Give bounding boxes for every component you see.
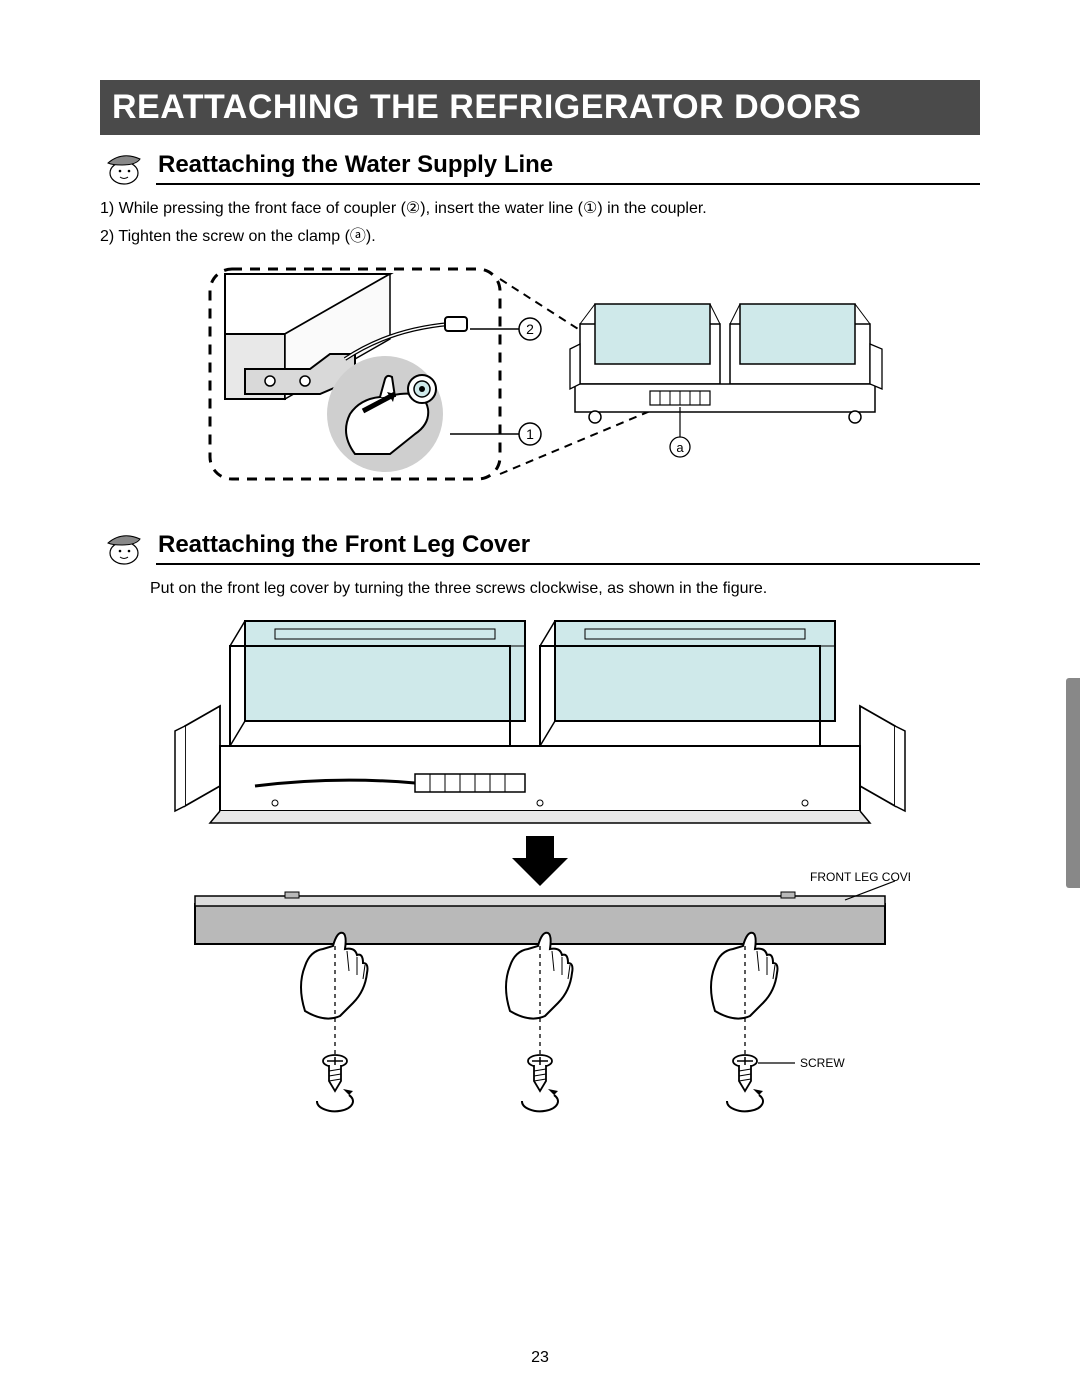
section-1-figure: 2 1 <box>100 259 980 489</box>
section-2-figure: FRONT LEG COVER <box>100 611 980 1131</box>
section-1-step-1: 1) While pressing the front face of coup… <box>100 197 980 221</box>
label-screw: SCREW <box>800 1056 845 1070</box>
step1-leading: 1) While pressing the front face of coup… <box>100 200 406 217</box>
section-2-heading-row: Reattaching the Front Leg Cover <box>100 529 980 565</box>
hands-and-screws: SCREW <box>301 933 845 1112</box>
step2-trail: ). <box>366 228 376 245</box>
circled-2-inline: ② <box>406 200 420 217</box>
screw-icon <box>733 1055 757 1091</box>
callout-1: 1 <box>526 426 534 442</box>
section-1-step-2: 2) Tighten the screw on the clamp (ⓐ). <box>100 225 980 249</box>
mascot-icon-2 <box>100 529 146 565</box>
section-1-heading-row: Reattaching the Water Supply Line <box>100 149 980 185</box>
section-1-diagram: 2 1 <box>190 259 890 489</box>
step2-leading: 2) Tighten the screw on the clamp ( <box>100 228 350 245</box>
callout-2: 2 <box>526 321 534 337</box>
section-2-body: Put on the front leg cover by turning th… <box>150 577 980 601</box>
callout-a: a <box>676 440 684 455</box>
label-front-leg-cover: FRONT LEG COVER <box>810 870 910 884</box>
mascot-icon <box>100 149 146 185</box>
page-title: REATTACHING THE REFRIGERATOR DOORS <box>112 88 861 126</box>
section-1-heading: Reattaching the Water Supply Line <box>156 151 980 185</box>
page-title-bar: REATTACHING THE REFRIGERATOR DOORS <box>100 80 980 135</box>
side-tab <box>1066 678 1080 888</box>
step1-trail: ) in the coupler. <box>597 200 706 217</box>
section-2-diagram: FRONT LEG COVER <box>170 611 910 1131</box>
step1-mid: ), insert the water line ( <box>420 200 583 217</box>
screw-icon <box>528 1055 552 1091</box>
circled-1-inline: ① <box>583 200 597 217</box>
section-2-heading: Reattaching the Front Leg Cover <box>156 531 980 565</box>
bottom-fridge-small: a <box>570 304 882 457</box>
page-number: 23 <box>0 1349 1080 1367</box>
screw-icon <box>323 1055 347 1091</box>
circled-a-inline: ⓐ <box>350 228 366 245</box>
